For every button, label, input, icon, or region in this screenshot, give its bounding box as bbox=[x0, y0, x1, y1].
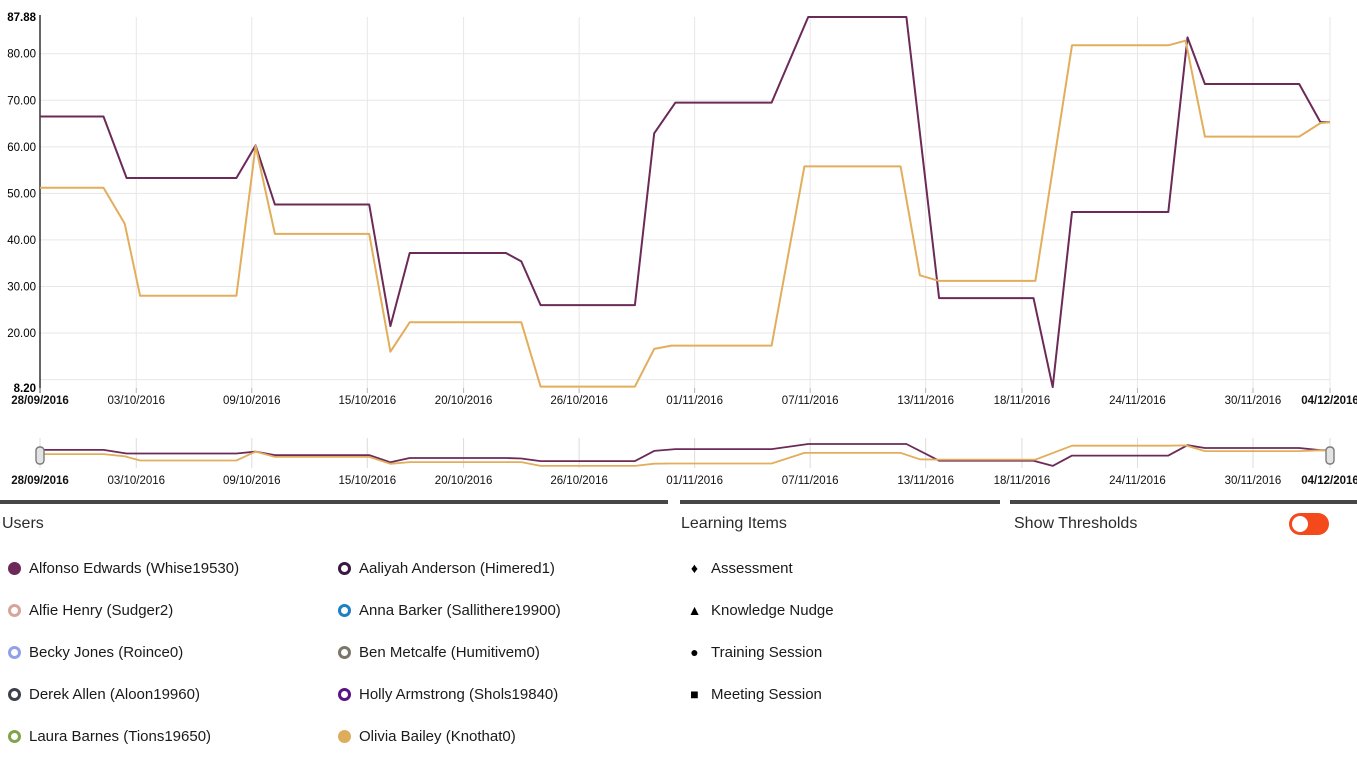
learning-item-legend-row: ♦ Assessment bbox=[686, 560, 834, 577]
right-range-handle[interactable] bbox=[1325, 446, 1335, 465]
user-legend-item[interactable]: Holly Armstrong (Shols19840) bbox=[338, 686, 678, 703]
triangle-icon: ▲ bbox=[687, 602, 702, 618]
x-axis-label: 15/10/2016 bbox=[339, 475, 397, 487]
y-axis-label: 40.00 bbox=[7, 235, 36, 247]
x-axis-label: 18/11/2016 bbox=[994, 475, 1051, 487]
x-axis-label: 18/11/2016 bbox=[994, 395, 1051, 407]
x-axis-label: 09/10/2016 bbox=[223, 395, 281, 407]
user-series-marker-icon bbox=[8, 687, 21, 701]
user-series-marker-icon bbox=[338, 687, 351, 701]
x-axis-label: 07/11/2016 bbox=[782, 395, 839, 407]
user-series-marker-icon bbox=[338, 561, 351, 575]
range-selector-chart[interactable]: 28/09/2016 03/10/2016 09/10/2016 15/10/2016… bbox=[0, 424, 1357, 494]
user-legend-item[interactable]: Olivia Bailey (Knothat0) bbox=[338, 728, 678, 745]
learning-item-label: Assessment bbox=[711, 559, 793, 577]
y-axis-label: 70.00 bbox=[7, 95, 36, 107]
x-axis-label: 09/10/2016 bbox=[223, 475, 281, 487]
x-axis-label: 20/10/2016 bbox=[435, 395, 493, 407]
series-line bbox=[40, 16, 1330, 389]
show-thresholds-toggle[interactable] bbox=[1289, 513, 1329, 535]
x-axis-label: 04/12/2016 bbox=[1301, 475, 1357, 487]
users-section-divider bbox=[0, 500, 668, 504]
x-axis-label: 26/10/2016 bbox=[550, 395, 608, 407]
x-axis-label: 03/10/2016 bbox=[107, 475, 165, 487]
user-series-marker-icon bbox=[338, 645, 351, 659]
x-axis-label: 15/10/2016 bbox=[339, 395, 397, 407]
show-thresholds-label: Show Thresholds bbox=[1014, 515, 1138, 532]
learning-items-section-divider bbox=[680, 500, 1000, 504]
user-legend-label: Olivia Bailey (Knothat0) bbox=[359, 727, 516, 745]
learning-item-legend-row: ● Training Session bbox=[686, 644, 834, 661]
user-series-marker-icon bbox=[8, 561, 21, 575]
user-legend-label: Anna Barker (Sallithere19900) bbox=[359, 601, 561, 619]
left-range-handle[interactable] bbox=[35, 446, 45, 465]
user-series-marker-icon bbox=[8, 603, 21, 617]
user-series-marker-icon bbox=[8, 645, 21, 659]
series-line-mini bbox=[40, 444, 1331, 467]
user-legend-item[interactable]: Becky Jones (Roince0) bbox=[8, 644, 338, 661]
user-legend-label: Aaliyah Anderson (Himered1) bbox=[359, 559, 555, 577]
x-axis-label: 01/11/2016 bbox=[666, 475, 723, 487]
learning-item-label: Training Session bbox=[711, 643, 823, 661]
users-legend: Alfonso Edwards (Whise19530) Aaliyah Ande… bbox=[8, 547, 678, 757]
user-legend-item[interactable]: Aaliyah Anderson (Himered1) bbox=[338, 560, 678, 577]
diamond-icon: ♦ bbox=[690, 560, 699, 576]
learning-items-legend: ♦ Assessment ▲ Knowledge Nudge ● Training Ses… bbox=[686, 547, 834, 715]
user-legend-item[interactable]: Alfie Henry (Sudger2) bbox=[8, 602, 338, 619]
user-legend-label: Derek Allen (Aloon19960) bbox=[29, 685, 200, 703]
user-series-marker-icon bbox=[338, 603, 351, 617]
x-axis-label: 28/09/2016 bbox=[11, 395, 69, 407]
y-axis-label: 8.20 bbox=[14, 383, 36, 395]
y-axis-label: 30.00 bbox=[7, 281, 36, 293]
user-series-marker-icon bbox=[338, 729, 351, 743]
user-legend-label: Laura Barnes (Tions19650) bbox=[29, 727, 212, 745]
user-legend-label: Becky Jones (Roince0) bbox=[29, 643, 184, 661]
learning-item-label: Meeting Session bbox=[711, 685, 822, 703]
x-axis-label: 24/11/2016 bbox=[1109, 475, 1166, 487]
y-axis-label: 87.88 bbox=[7, 12, 36, 24]
user-legend-item[interactable]: Alfonso Edwards (Whise19530) bbox=[8, 560, 338, 577]
y-axis-label: 60.00 bbox=[7, 142, 36, 154]
y-axis-label: 20.00 bbox=[7, 328, 36, 340]
user-legend-item[interactable]: Derek Allen (Aloon19960) bbox=[8, 686, 338, 703]
learning-item-legend-row: ■ Meeting Session bbox=[686, 686, 834, 703]
user-legend-label: Alfie Henry (Sudger2) bbox=[29, 601, 174, 619]
circle-icon: ● bbox=[690, 644, 699, 660]
user-series-marker-icon bbox=[8, 729, 21, 743]
user-legend-label: Ben Metcalfe (Humitivem0) bbox=[359, 643, 540, 661]
x-axis-label: 07/11/2016 bbox=[782, 475, 839, 487]
x-axis-label: 01/11/2016 bbox=[666, 395, 723, 407]
y-axis-label: 80.00 bbox=[7, 49, 36, 61]
learning-item-label: Knowledge Nudge bbox=[711, 601, 834, 619]
x-axis-label: 04/12/2016 bbox=[1301, 395, 1357, 407]
user-legend-item[interactable]: Anna Barker (Sallithere19900) bbox=[338, 602, 678, 619]
x-axis-label: 24/11/2016 bbox=[1109, 395, 1166, 407]
learning-item-legend-row: ▲ Knowledge Nudge bbox=[686, 602, 834, 619]
main-line-chart: 87.88 80.00 70.00 60.00 50.00 40.00 30.00 20.00… bbox=[7, 12, 1357, 407]
series-line bbox=[40, 39, 1331, 388]
y-axis-label: 50.00 bbox=[7, 188, 36, 200]
x-axis-label: 13/11/2016 bbox=[897, 475, 954, 487]
user-legend-label: Alfonso Edwards (Whise19530) bbox=[29, 559, 240, 577]
x-axis-label: 30/11/2016 bbox=[1225, 475, 1282, 487]
x-axis-label: 30/11/2016 bbox=[1225, 395, 1282, 407]
x-axis-label: 03/10/2016 bbox=[107, 395, 165, 407]
x-axis-label: 13/11/2016 bbox=[897, 395, 954, 407]
x-axis-label: 20/10/2016 bbox=[435, 475, 493, 487]
square-icon: ■ bbox=[690, 686, 699, 702]
user-legend-item[interactable]: Laura Barnes (Tions19650) bbox=[8, 728, 338, 745]
learning-items-section-title: Learning Items bbox=[681, 515, 787, 532]
thresholds-section-divider bbox=[1010, 500, 1357, 504]
toggle-knob-icon bbox=[1292, 516, 1308, 532]
x-axis-label: 28/09/2016 bbox=[11, 475, 69, 487]
user-legend-item[interactable]: Ben Metcalfe (Humitivem0) bbox=[338, 644, 678, 661]
x-axis-label: 26/10/2016 bbox=[550, 475, 608, 487]
user-legend-label: Holly Armstrong (Shols19840) bbox=[359, 685, 559, 703]
users-section-title: Users bbox=[2, 515, 44, 532]
